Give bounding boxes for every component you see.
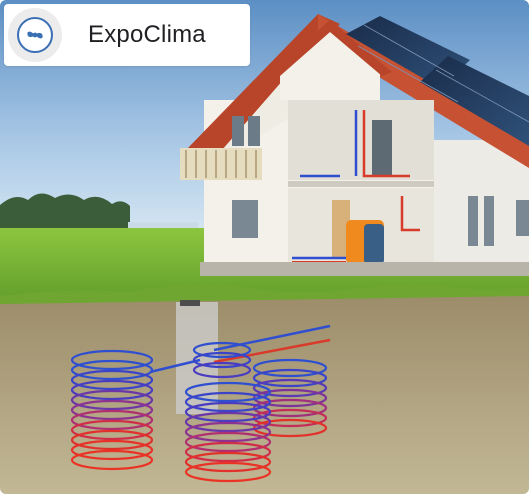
grass-edge [0, 284, 529, 304]
window [516, 200, 529, 236]
balcony [180, 148, 262, 180]
ground-coil [184, 381, 272, 483]
ground-coil [70, 349, 154, 471]
source-badge[interactable]: ExpoClima [4, 4, 250, 66]
house-foundation [200, 262, 529, 276]
window [248, 116, 260, 146]
door [332, 200, 350, 258]
window [484, 196, 494, 246]
solar-panel [420, 56, 529, 146]
ground-coil [192, 341, 252, 379]
storage-tank [364, 224, 384, 264]
interior-upper [288, 100, 434, 180]
house-wing [434, 140, 529, 268]
window [468, 196, 478, 246]
door [372, 120, 392, 176]
borehole-cap [180, 300, 200, 306]
window [232, 116, 244, 146]
fan-logo-icon [8, 8, 62, 62]
brand-name: ExpoClima [88, 21, 206, 48]
house [180, 14, 529, 276]
window [232, 200, 258, 238]
roof-right [318, 14, 529, 168]
dormer [280, 28, 380, 100]
water [128, 222, 198, 230]
dormer-roof [270, 20, 392, 76]
tree-line [0, 193, 130, 232]
